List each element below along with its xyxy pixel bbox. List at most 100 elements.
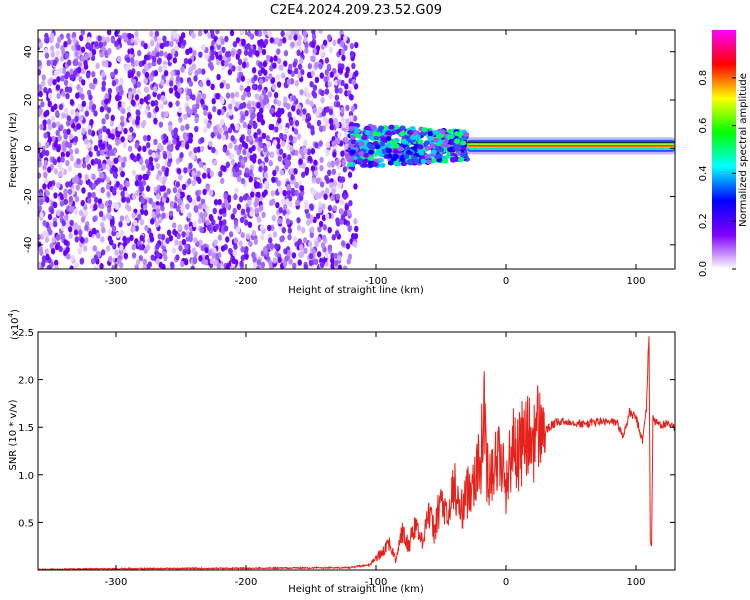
heatmap-cell: [275, 110, 280, 118]
heatmap-cell: [296, 49, 301, 57]
heatmap-cell: [228, 109, 233, 116]
heatmap-cell: [370, 125, 377, 131]
heatmap-cell: [178, 245, 183, 252]
heatmap-cell: [325, 213, 330, 220]
heatmap-cell: [286, 30, 292, 36]
heatmap-cell: [52, 158, 58, 166]
heatmap-cell: [140, 197, 145, 204]
heatmap-cell: [123, 190, 129, 198]
heatmap-cell: [399, 125, 406, 131]
heatmap-cell: [70, 254, 75, 262]
heatmap-cell: [247, 221, 253, 228]
heatmap-cell: [78, 209, 84, 217]
heatmap-cell: [213, 199, 219, 206]
heatmap-cell: [247, 128, 252, 136]
heatmap-cell: [425, 159, 432, 165]
heatmap-cell: [73, 229, 79, 236]
heatmap-cell: [38, 205, 43, 212]
heatmap-cell: [177, 106, 183, 114]
heatmap-cell: [332, 180, 338, 187]
heatmap-cell: [235, 226, 241, 233]
heatmap-cell: [314, 241, 319, 248]
heatmap-cell: [303, 247, 308, 254]
heatmap-cell: [97, 162, 102, 169]
heatmap-cell: [337, 264, 343, 269]
heatmap-cell: [327, 244, 333, 251]
heatmap-cell: [86, 163, 92, 170]
heatmap-cell: [286, 189, 291, 197]
heatmap-cell: [148, 197, 153, 205]
heatmap-y-label: Frequency (Hz): [8, 112, 19, 188]
x-tick-label: -200: [235, 276, 258, 287]
heatmap-cell: [92, 245, 97, 252]
heatmap-cell: [320, 96, 325, 104]
heatmap-cell: [216, 262, 221, 269]
heatmap-cells: [38, 30, 675, 269]
heatmap-cell: [139, 208, 145, 215]
heatmap-cell: [49, 242, 54, 250]
heatmap-cell: [331, 140, 337, 147]
heatmap-cell: [114, 203, 120, 211]
heatmap-cell: [270, 107, 275, 114]
heatmap-cell: [180, 260, 185, 268]
heatmap-cell: [109, 120, 115, 127]
heatmap-cell: [253, 74, 258, 82]
heatmap-cell: [275, 37, 280, 44]
heatmap-cell: [309, 100, 314, 107]
heatmap-cell: [423, 140, 430, 146]
heatmap-cell: [63, 133, 68, 140]
heatmap-cell: [241, 38, 246, 45]
heatmap-cell: [232, 249, 237, 257]
heatmap-cell: [176, 232, 181, 240]
heatmap-cell: [126, 39, 132, 46]
heatmap-cell: [351, 78, 356, 86]
heatmap-cell: [256, 102, 261, 109]
y-tick-label: 40: [23, 45, 34, 58]
heatmap-cell: [270, 190, 276, 197]
snr-y-label: SNR (10 * v/v): [8, 399, 19, 470]
heatmap-cell: [354, 70, 359, 77]
heatmap-cell: [91, 71, 96, 78]
heatmap-cell: [110, 71, 115, 78]
heatmap-cell: [273, 91, 279, 99]
heatmap-cell: [203, 30, 209, 34]
heatmap-cell: [199, 136, 205, 144]
heatmap-cell: [63, 192, 68, 199]
heatmap-cell: [315, 177, 321, 185]
heatmap-cell: [105, 36, 110, 43]
heatmap-cell: [209, 170, 215, 178]
heatmap-cell: [298, 158, 303, 165]
heatmap-cell: [45, 109, 50, 117]
heatmap-cell: [133, 219, 138, 227]
heatmap-cell: [88, 94, 93, 101]
heatmap-cell: [197, 30, 203, 37]
heatmap-cell: [201, 68, 206, 75]
heatmap-cell: [345, 118, 350, 125]
heatmap-cell: [136, 70, 141, 78]
heatmap-cell: [305, 219, 311, 226]
heatmap-cell: [454, 138, 461, 144]
heatmap-cell: [150, 100, 155, 107]
heatmap-cell: [385, 130, 392, 136]
heatmap-cell: [209, 214, 214, 222]
heatmap-cell: [138, 244, 143, 251]
heatmap-cell: [254, 196, 260, 204]
heatmap-cell: [295, 199, 300, 207]
colorbar-tick-label: 0.2: [698, 213, 709, 229]
heatmap-cell: [255, 50, 260, 57]
heatmap-cell: [178, 174, 183, 181]
heatmap-cell: [327, 204, 333, 212]
heatmap-cell: [254, 30, 259, 36]
heatmap-cell: [283, 50, 289, 57]
heatmap-cell: [59, 211, 65, 218]
heatmap-cell: [240, 177, 246, 185]
heatmap-cell: [205, 219, 210, 226]
heatmap-cell: [92, 77, 98, 85]
heatmap-cell: [253, 132, 258, 139]
heatmap-cell: [263, 69, 268, 76]
heatmap-cell: [44, 248, 49, 255]
heatmap-cell: [91, 191, 96, 199]
heatmap-cell: [303, 36, 308, 43]
heatmap-cell: [96, 150, 101, 157]
heatmap-cell: [331, 234, 337, 241]
